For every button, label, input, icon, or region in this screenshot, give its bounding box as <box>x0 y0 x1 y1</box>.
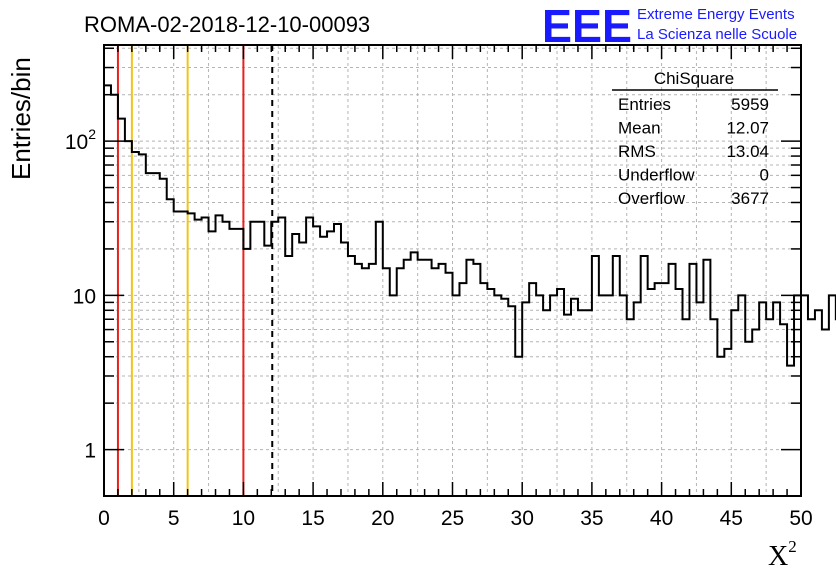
stats-row-value: 5959 <box>731 95 769 114</box>
x-tick-label: 35 <box>580 507 603 530</box>
stats-box: ChiSquare Entries 5959 Mean 12.07 RMS 13.04 Un… <box>612 69 778 208</box>
x-tick-label: 10 <box>232 507 255 530</box>
y-tick-label-exponent: 2 <box>88 126 96 142</box>
x-tick-label: 25 <box>441 507 464 530</box>
y-tick-label-base: 10 <box>65 131 88 154</box>
eee-logo: EEE Extreme Energy Events La Scienza nel… <box>542 0 797 52</box>
x-tick-label: 20 <box>371 507 394 530</box>
x-tick-label: 30 <box>511 507 534 530</box>
x-axis-label-base: X <box>768 541 788 572</box>
stats-row-label: Underflow <box>618 166 695 185</box>
logo-line-2: La Scienza nelle Scuole <box>637 26 797 43</box>
stats-box-title: ChiSquare <box>654 69 734 88</box>
y-tick-label: 1 <box>84 440 96 463</box>
x-tick-label: 5 <box>168 507 180 530</box>
stats-row-value: 12.07 <box>726 119 769 138</box>
x-axis-label-superscript: 2 <box>788 537 797 556</box>
x-tick-label: 45 <box>720 507 743 530</box>
stats-row-label: RMS <box>618 142 656 161</box>
stats-row-label: Overflow <box>618 189 686 208</box>
stats-row-label: Entries <box>618 95 671 114</box>
x-tick-labels: 0 5 10 15 20 25 30 35 40 45 50 <box>98 507 813 530</box>
x-axis-label: X2 <box>768 537 797 572</box>
threshold-lines <box>116 45 274 496</box>
stats-row-value: 3677 <box>731 189 769 208</box>
y-tick-label: 102 <box>65 126 96 154</box>
x-tick-label: 15 <box>301 507 324 530</box>
logo-line-1: Extreme Energy Events <box>637 6 795 23</box>
y-axis-label: Entries/bin <box>6 57 36 180</box>
stats-row-value: 13.04 <box>726 142 769 161</box>
histogram-line <box>104 84 836 367</box>
logo-mark: EEE <box>542 0 632 52</box>
chart-title: ROMA-02-2018-12-10-00093 <box>84 12 370 37</box>
y-tick-label: 10 <box>73 285 96 308</box>
x-tick-label: 40 <box>650 507 673 530</box>
stats-row-value: 0 <box>760 166 769 185</box>
axis-ticks <box>103 45 802 496</box>
stats-row-label: Mean <box>618 119 661 138</box>
x-tick-label: 50 <box>789 507 812 530</box>
x-tick-label: 0 <box>98 507 110 530</box>
stats-rows: Entries 5959 Mean 12.07 RMS 13.04 Underflow 0 Ov… <box>618 95 769 208</box>
